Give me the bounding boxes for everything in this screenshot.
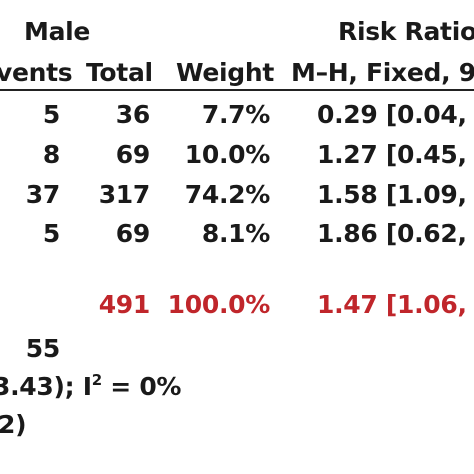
male-group-header: Male <box>24 17 91 46</box>
total-column-header: Total <box>86 58 153 87</box>
heterogeneity-line: 3.43); I2 = 0% <box>0 372 181 402</box>
events-column-header: vents <box>0 58 73 87</box>
heterogeneity-superscript: 2 <box>91 371 102 389</box>
total-cell: 69 <box>115 219 151 248</box>
weight-column-header: Weight <box>176 58 275 87</box>
weight-cell: 7.7% <box>201 100 270 129</box>
risk-ratio-header: Risk Ratio <box>338 17 474 46</box>
method-column-header: M–H, Fixed, 95 <box>291 58 474 87</box>
header-divider <box>0 89 474 91</box>
weight-cell: 10.0% <box>184 140 271 169</box>
total-cell: 69 <box>115 140 151 169</box>
total-cell: 317 <box>98 180 151 209</box>
risk-ratio-cell: 1.27 [0.45, <box>317 140 467 169</box>
heterogeneity-prefix: 3.43); I <box>0 372 92 401</box>
risk-ratio-cell: 1.58 [1.09, <box>317 180 467 209</box>
events-cell: 5 <box>42 219 60 248</box>
overall-effect-line: 2) <box>0 410 27 439</box>
weight-cell: 74.2% <box>184 180 271 209</box>
total-events-value: 55 <box>25 334 61 363</box>
risk-ratio-cell: 0.29 [0.04, <box>317 100 467 129</box>
total-risk-ratio-cell: 1.47 [1.06, <box>317 290 467 319</box>
risk-ratio-cell: 1.86 [0.62, <box>317 219 467 248</box>
events-cell: 37 <box>25 180 61 209</box>
weight-cell: 8.1% <box>201 219 270 248</box>
events-cell: 8 <box>42 140 60 169</box>
total-sum-cell: 491 <box>98 290 151 319</box>
total-weight-cell: 100.0% <box>167 290 271 319</box>
heterogeneity-suffix: = 0% <box>101 372 182 401</box>
events-cell: 5 <box>42 100 60 129</box>
total-cell: 36 <box>115 100 151 129</box>
